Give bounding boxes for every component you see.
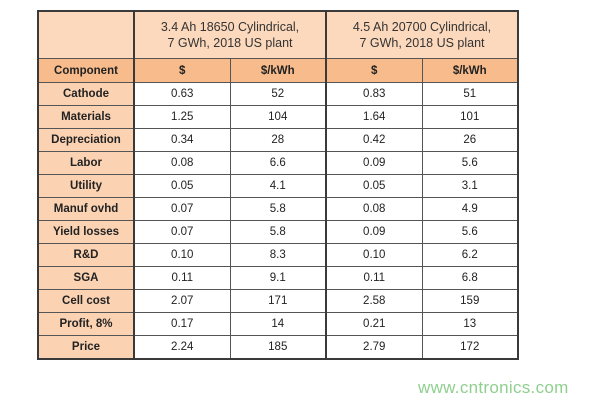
corner-cell [37,10,135,59]
cell-value: 5.8 [229,197,327,221]
cell-value: 0.10 [325,243,423,267]
cell-value: 0.09 [325,220,423,244]
cell-value: 101 [421,105,519,129]
cell-value: 0.34 [133,128,231,152]
cell-value: 0.05 [133,174,231,198]
row-label: Depreciation [37,128,135,152]
column-header: Component [37,58,135,83]
column-header: $ [133,58,231,83]
group-header-18650: 3.4 Ah 18650 Cylindrical, 7 GWh, 2018 US … [133,10,327,59]
cell-value: 5.6 [421,220,519,244]
cell-value: 1.64 [325,105,423,129]
cell-value: 26 [421,128,519,152]
cell-value: 159 [421,289,519,313]
cell-value: 6.8 [421,266,519,290]
cell-value: 9.1 [229,266,327,290]
watermark: www.cntronics.com [418,378,569,397]
group-header-row: 3.4 Ah 18650 Cylindrical, 7 GWh, 2018 US … [37,10,519,59]
cell-value: 0.17 [133,312,231,336]
cell-value: 6.2 [421,243,519,267]
group-header-text: 3.4 Ah 18650 Cylindrical, 7 GWh, 2018 US … [160,20,300,50]
cell-value: 171 [229,289,327,313]
cell-value: 0.11 [133,266,231,290]
cell-value: 6.6 [229,151,327,175]
cell-value: 5.8 [229,220,327,244]
cell-value: 0.63 [133,82,231,106]
cell-value: 104 [229,105,327,129]
cell-value: 1.25 [133,105,231,129]
group-header-text: 4.5 Ah 20700 Cylindrical, 7 GWh, 2018 US … [352,20,492,50]
cell-value: 14 [229,312,327,336]
table-row: Manuf ovhd 0.07 5.8 0.08 4.9 [37,197,519,221]
cell-value: 0.10 [133,243,231,267]
table-row: Cell cost 2.07 171 2.58 159 [37,289,519,313]
row-label: Price [37,335,135,360]
row-label: Manuf ovhd [37,197,135,221]
cell-value: 28 [229,128,327,152]
cell-value: 2.58 [325,289,423,313]
row-label: SGA [37,266,135,290]
row-label: Yield losses [37,220,135,244]
cell-value: 185 [229,335,327,360]
column-header: $/kWh [229,58,327,83]
table-row: Depreciation 0.34 28 0.42 26 [37,128,519,152]
table-row: Cathode 0.63 52 0.83 51 [37,82,519,106]
row-label: Materials [37,105,135,129]
cell-value: 0.07 [133,197,231,221]
cell-value: 5.6 [421,151,519,175]
row-label: Labor [37,151,135,175]
cost-table: 3.4 Ah 18650 Cylindrical, 7 GWh, 2018 US … [37,10,519,360]
cell-value: 0.42 [325,128,423,152]
cell-value: 2.79 [325,335,423,360]
row-label: Cell cost [37,289,135,313]
column-header: $/kWh [421,58,519,83]
row-label: R&D [37,243,135,267]
cell-value: 0.05 [325,174,423,198]
cell-value: 0.83 [325,82,423,106]
cell-value: 0.09 [325,151,423,175]
cell-value: 172 [421,335,519,360]
cell-value: 8.3 [229,243,327,267]
cell-value: 52 [229,82,327,106]
cell-value: 0.11 [325,266,423,290]
table-row: Labor 0.08 6.6 0.09 5.6 [37,151,519,175]
table-row: Profit, 8% 0.17 14 0.21 13 [37,312,519,336]
table-row: R&D 0.10 8.3 0.10 6.2 [37,243,519,267]
row-label: Cathode [37,82,135,106]
cell-value: 0.08 [133,151,231,175]
cell-value: 13 [421,312,519,336]
table-row: Materials 1.25 104 1.64 101 [37,105,519,129]
row-label: Utility [37,174,135,198]
table-row: Price 2.24 185 2.79 172 [37,335,519,360]
cell-value: 51 [421,82,519,106]
cell-value: 0.07 [133,220,231,244]
table-row: Yield losses 0.07 5.8 0.09 5.6 [37,220,519,244]
column-header-row: Component $ $/kWh $ $/kWh [37,58,519,83]
cell-value: 3.1 [421,174,519,198]
cell-value: 4.9 [421,197,519,221]
cell-value: 2.24 [133,335,231,360]
table-row: Utility 0.05 4.1 0.05 3.1 [37,174,519,198]
cell-value: 0.21 [325,312,423,336]
cell-value: 2.07 [133,289,231,313]
row-label: Profit, 8% [37,312,135,336]
table-row: SGA 0.11 9.1 0.11 6.8 [37,266,519,290]
cell-value: 4.1 [229,174,327,198]
cell-value: 0.08 [325,197,423,221]
group-header-20700: 4.5 Ah 20700 Cylindrical, 7 GWh, 2018 US … [325,10,519,59]
column-header: $ [325,58,423,83]
